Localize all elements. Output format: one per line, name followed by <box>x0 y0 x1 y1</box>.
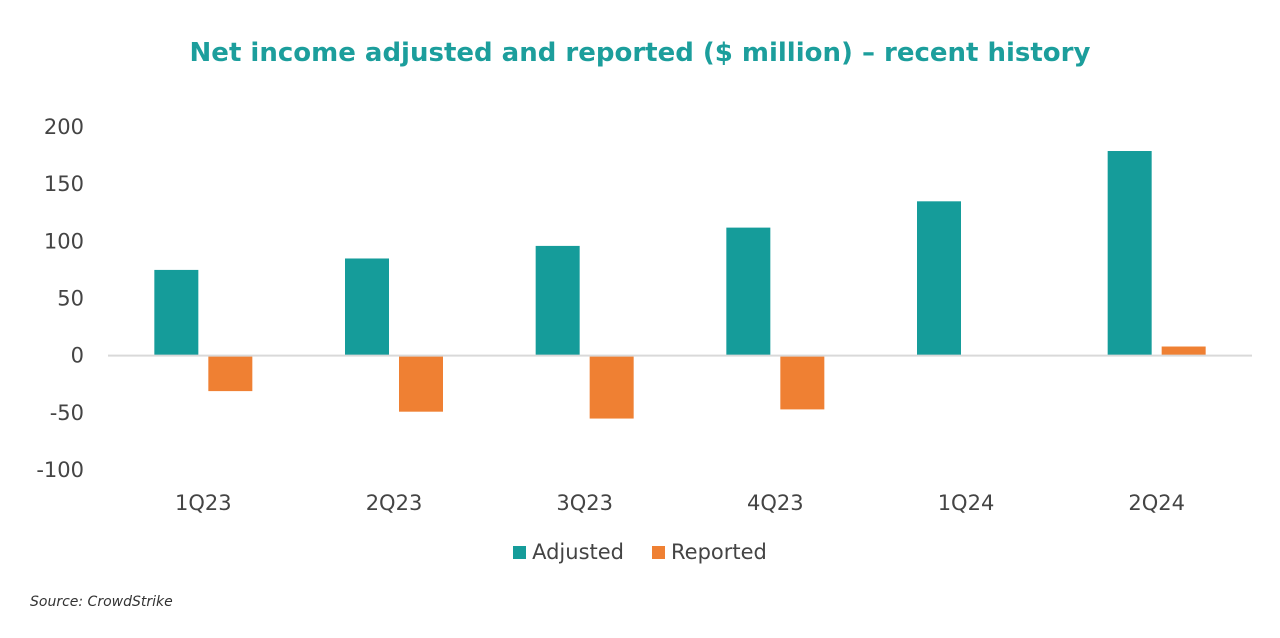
legend-swatch-adjusted <box>513 545 527 559</box>
bar-adjusted-1q23 <box>154 269 199 356</box>
y-tick-label: 50 <box>57 287 84 311</box>
bar-reported-2q24 <box>1161 346 1206 356</box>
bar-adjusted-3q23 <box>535 245 580 356</box>
y-tick-label: -100 <box>36 458 84 482</box>
x-tick-label: 4Q23 <box>747 491 804 515</box>
legend-item-reported: Reported <box>652 540 767 564</box>
chart-title: Net income adjusted and reported ($ mill… <box>189 38 1091 68</box>
x-tick-label: 3Q23 <box>556 491 613 515</box>
bar-reported-4q23 <box>780 355 825 410</box>
bar-adjusted-4q23 <box>726 227 771 356</box>
y-tick-label: -50 <box>50 401 84 425</box>
legend-label-adjusted: Adjusted <box>532 540 625 564</box>
x-tick-label: 2Q23 <box>366 491 423 515</box>
x-tick-label: 1Q23 <box>175 491 232 515</box>
bar-reported-3q23 <box>589 355 634 419</box>
legend-label-reported: Reported <box>671 540 767 564</box>
x-axis-ticks: 1Q23 2Q23 3Q23 4Q23 1Q24 2Q24 <box>175 491 1185 515</box>
bar-adjusted-2q23 <box>345 258 389 356</box>
legend-swatch-reported <box>652 545 666 559</box>
bar-adjusted-2q24 <box>1107 151 1152 356</box>
bar-adjusted-1q24 <box>917 201 961 356</box>
legend: Adjusted Reported <box>0 540 1280 564</box>
x-tick-label: 1Q24 <box>938 491 995 515</box>
bar-reported-1q23 <box>208 355 253 392</box>
y-tick-label: 100 <box>44 229 84 253</box>
bars <box>154 151 1206 419</box>
y-axis-ticks: -100 -50 0 50 100 150 200 <box>36 115 84 482</box>
bar-reported-2q23 <box>399 355 443 412</box>
x-tick-label: 2Q24 <box>1128 491 1185 515</box>
legend-item-adjusted: Adjusted <box>513 540 624 564</box>
y-tick-label: 200 <box>44 115 84 139</box>
y-tick-label: 150 <box>44 172 84 196</box>
y-tick-label: 0 <box>71 344 84 368</box>
source-note: Source: CrowdStrike <box>30 594 173 610</box>
